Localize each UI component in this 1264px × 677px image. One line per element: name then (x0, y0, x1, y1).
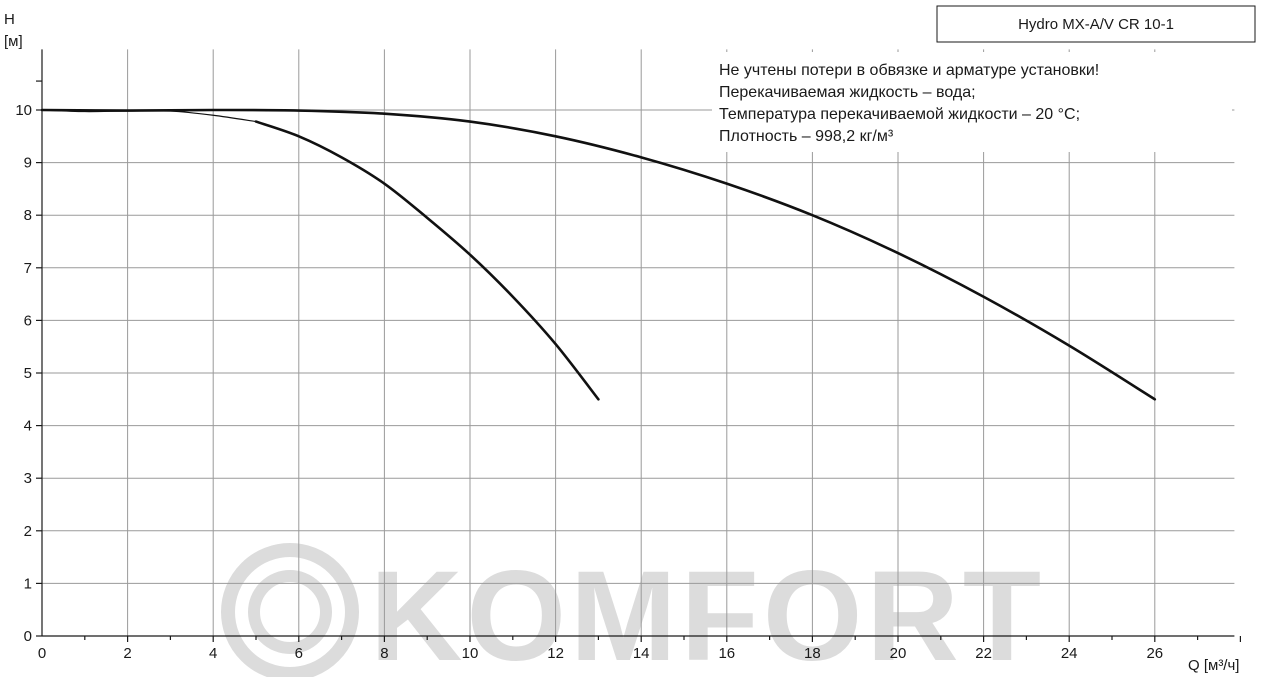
title-box: Hydro MX-A/V CR 10-1 (936, 5, 1256, 43)
notes-block: Не учтены потери в обвязке и арматуре ус… (712, 52, 1232, 152)
x-tick-label: 24 (1061, 645, 1078, 662)
note-line-3: Температура перекачиваемой жидкости – 20… (719, 106, 1080, 123)
x-axis-title: Q [м³/ч] (1188, 657, 1239, 674)
curve-series-1-start (41, 109, 257, 123)
x-tick-label: 6 (295, 645, 303, 662)
x-tick-label: 18 (804, 645, 821, 662)
x-tick-label: 26 (1146, 645, 1163, 662)
y-tick-label: 7 (24, 260, 32, 277)
y-tick-label: 9 (24, 155, 32, 172)
watermark-text: KOMFORT (370, 545, 1045, 677)
note-line-2: Перекачиваемая жидкость – вода; (719, 84, 976, 101)
curves (40, 108, 1157, 401)
x-tick-label: 10 (462, 645, 479, 662)
y-axis-unit: [м] (4, 33, 23, 50)
x-tick-label: 20 (890, 645, 907, 662)
x-tick-label: 16 (718, 645, 735, 662)
note-line-4: Плотность – 998,2 кг/м³ (719, 128, 894, 145)
y-tick-label: 1 (24, 575, 32, 592)
y-tick-label: 0 (24, 628, 32, 645)
x-tick-label: 0 (38, 645, 46, 662)
x-tick-label: 12 (547, 645, 564, 662)
watermark-logo (221, 543, 359, 677)
title-box-text: Hydro MX-A/V CR 10-1 (1018, 16, 1174, 33)
curve-series-1 (254, 120, 600, 401)
y-tick-label: 2 (24, 523, 32, 540)
y-axis-title: H (4, 11, 15, 28)
y-tick-label: 3 (24, 470, 32, 487)
y-tick-label: 8 (24, 207, 32, 224)
y-tick-label: 6 (24, 312, 32, 329)
x-tick-label: 2 (123, 645, 131, 662)
x-tick-label: 14 (633, 645, 650, 662)
note-line-1: Не учтены потери в обвязке и арматуре ус… (719, 62, 1099, 79)
x-tick-label: 4 (209, 645, 217, 662)
x-tick-label: 8 (380, 645, 388, 662)
watermark: KOMFORT (221, 543, 1045, 677)
x-tick-label: 22 (975, 645, 992, 662)
y-tick-label: 10 (15, 102, 32, 119)
y-tick-label: 5 (24, 365, 32, 382)
y-tick-label: 4 (24, 418, 32, 435)
curve-series-2 (40, 108, 1157, 401)
